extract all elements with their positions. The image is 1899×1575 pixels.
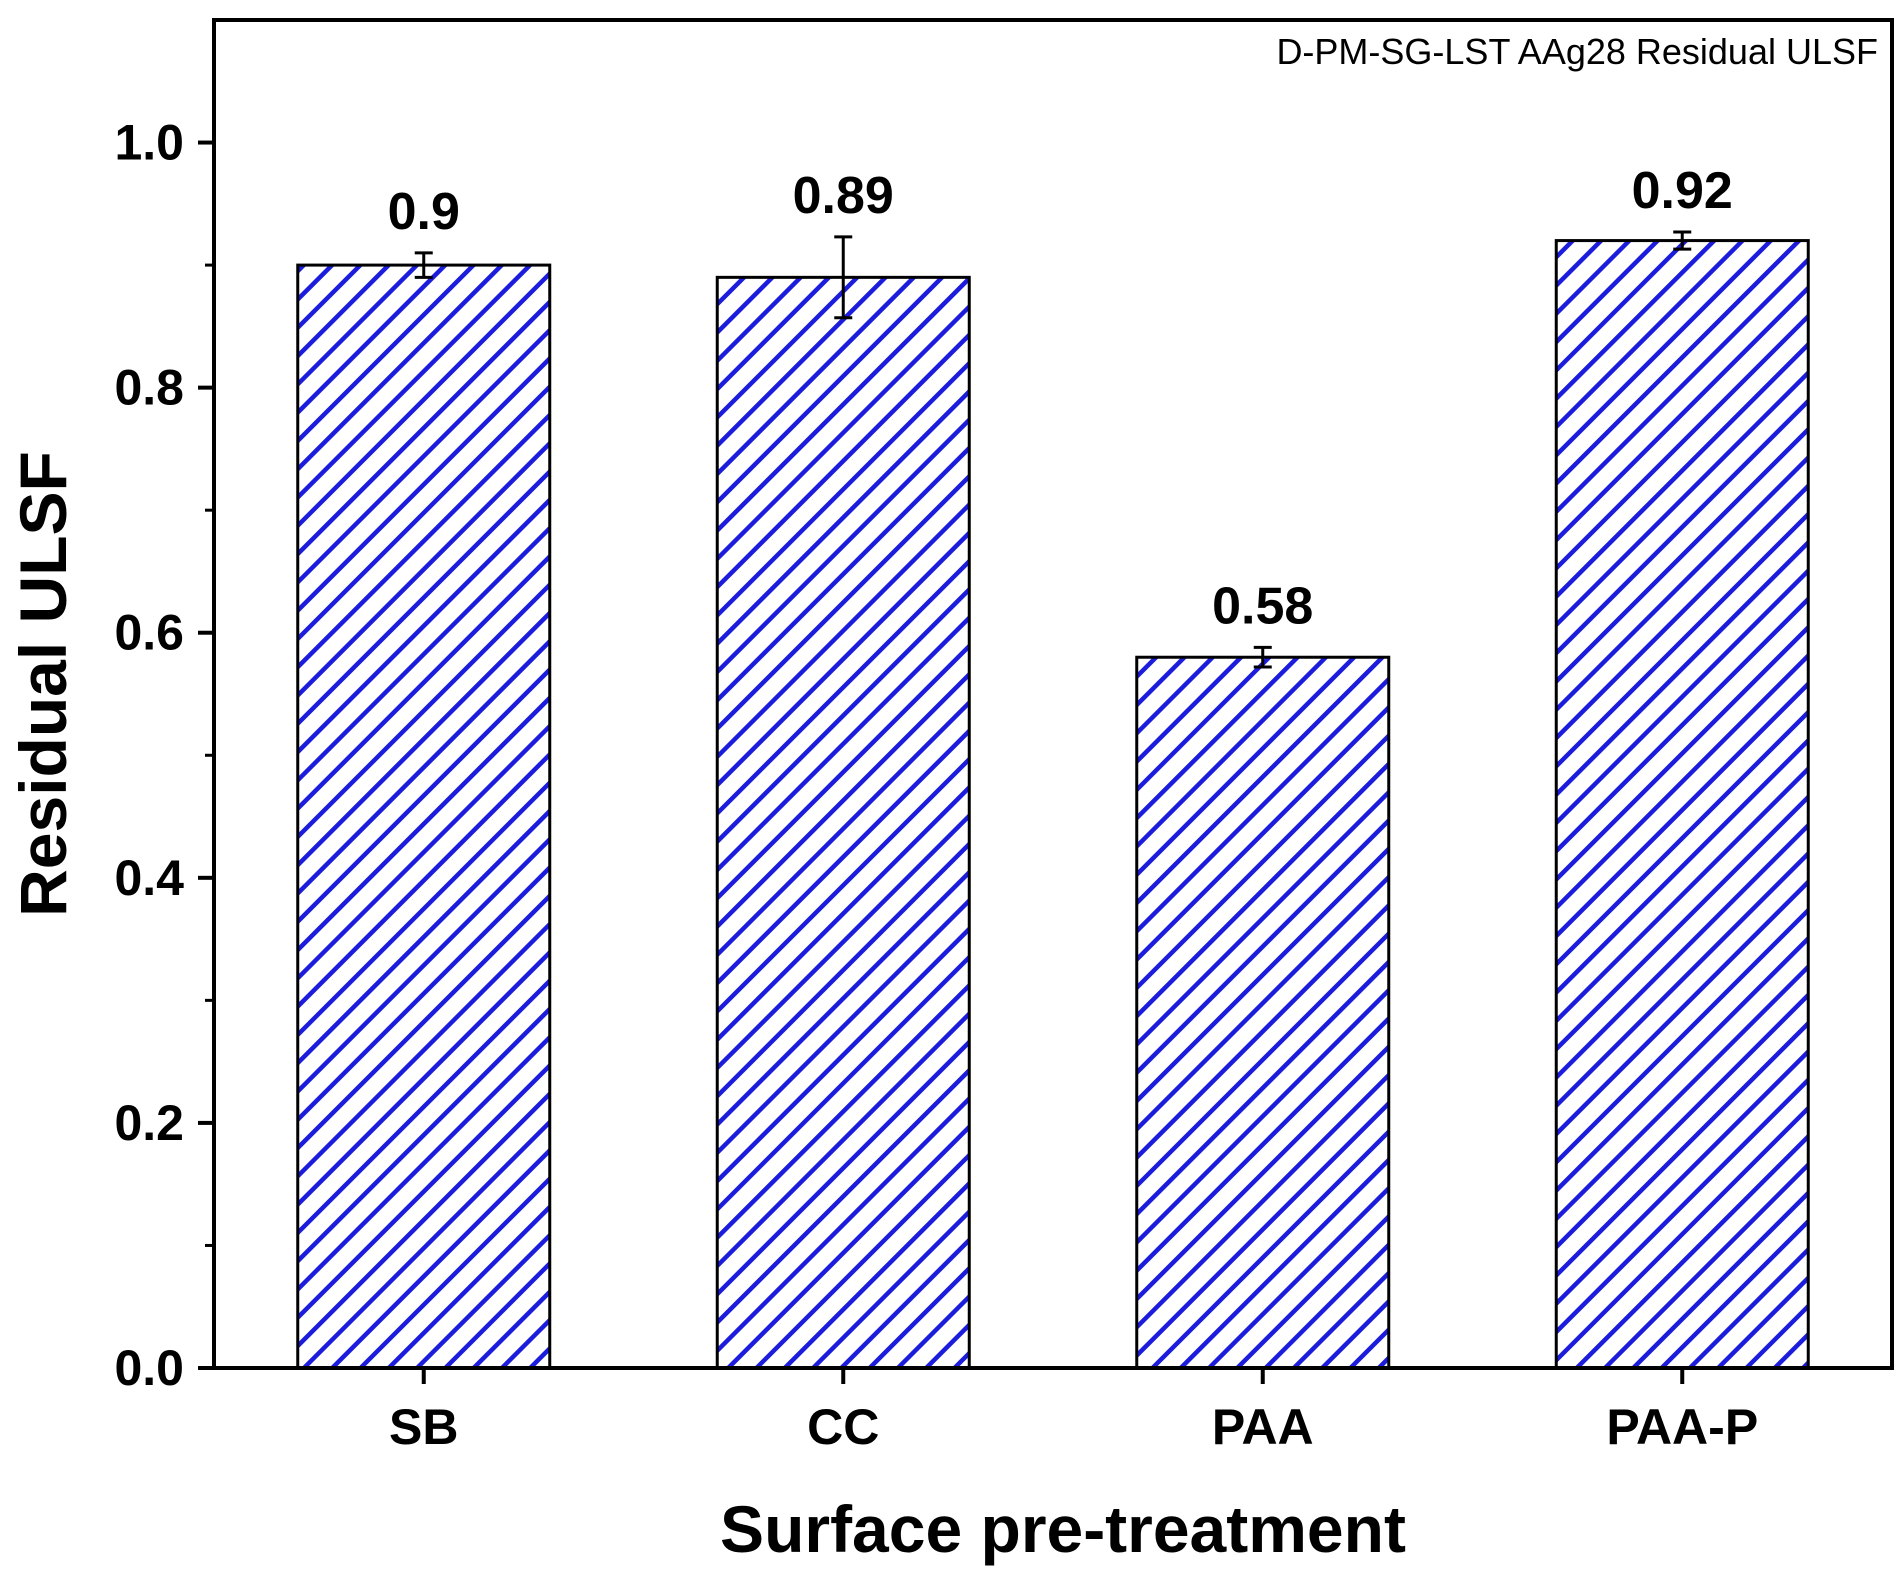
error-bar-cc: [834, 235, 853, 320]
bar-sb: [296, 263, 552, 1370]
x-tick-label-paa-p: PAA-P: [1606, 1399, 1758, 1455]
data-label-sb: 0.9: [388, 183, 460, 241]
x-axis-title: Surface pre-treatment: [720, 1492, 1406, 1566]
chart-annotation: D-PM-SG-LST AAg28 Residual ULSF: [1276, 31, 1878, 72]
data-label-paa: 0.58: [1212, 577, 1313, 635]
x-tick-label-cc: CC: [807, 1399, 879, 1455]
plot-frame: [212, 18, 1894, 1370]
error-bar-paa: [1253, 645, 1272, 669]
plot-area: 0.9 0.89 0.58 0.92 SB CC PAA PAA-P 0.0 0.2 0.4 0.6…: [114, 18, 1894, 1455]
bar-paa-p: [1554, 239, 1810, 1370]
y-tick-label: 0.8: [114, 360, 184, 416]
y-tick-label: 0.4: [114, 850, 184, 906]
y-tick-label: 1.0: [114, 115, 184, 171]
bar-paa: [1135, 655, 1391, 1370]
error-bar-paa-p: [1673, 230, 1692, 251]
x-tick-label-paa: PAA: [1212, 1399, 1314, 1455]
y-tick-label: 0.6: [114, 605, 184, 661]
y-axis-title: Residual ULSF: [6, 451, 80, 917]
data-label-paa-p: 0.92: [1632, 162, 1733, 220]
error-bar-sb: [414, 251, 433, 279]
data-label-cc: 0.89: [793, 167, 894, 225]
y-tick-label: 0.2: [114, 1095, 184, 1151]
y-tick-label: 0.0: [114, 1340, 184, 1396]
bar-cc: [715, 275, 971, 1370]
x-tick-label-sb: SB: [389, 1399, 458, 1455]
